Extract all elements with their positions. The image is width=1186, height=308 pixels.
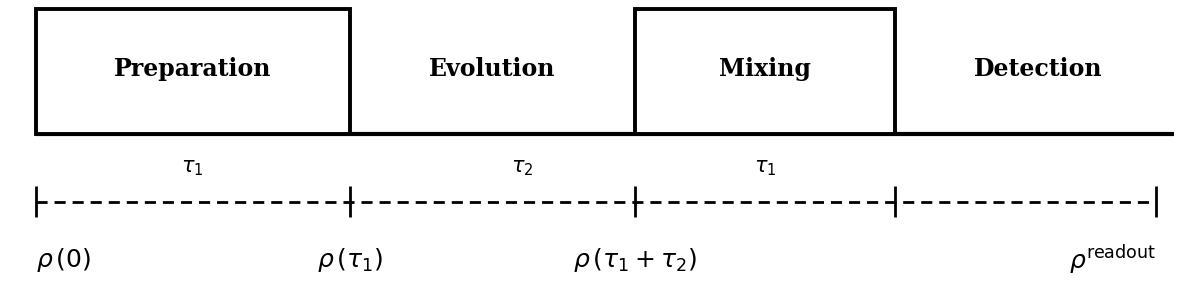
Text: Evolution: Evolution	[429, 57, 555, 81]
Text: Mixing: Mixing	[719, 57, 811, 81]
Text: Detection: Detection	[974, 57, 1102, 81]
Text: $\rho^{\mathrm{readout}}$: $\rho^{\mathrm{readout}}$	[1070, 244, 1156, 277]
Text: $\tau_1$: $\tau_1$	[181, 158, 203, 178]
Text: $\rho\,(\tau_1)$: $\rho\,(\tau_1)$	[317, 246, 383, 274]
Text: Preparation: Preparation	[114, 57, 270, 81]
Text: $\rho\,(0)$: $\rho\,(0)$	[36, 246, 91, 274]
Text: $\tau_1$: $\tau_1$	[754, 158, 776, 178]
Text: $\tau_2$: $\tau_2$	[511, 158, 533, 178]
Bar	[635, 9, 895, 134]
Bar	[36, 9, 350, 134]
Text: $\rho\,(\tau_1+\tau_2)$: $\rho\,(\tau_1+\tau_2)$	[573, 246, 696, 274]
